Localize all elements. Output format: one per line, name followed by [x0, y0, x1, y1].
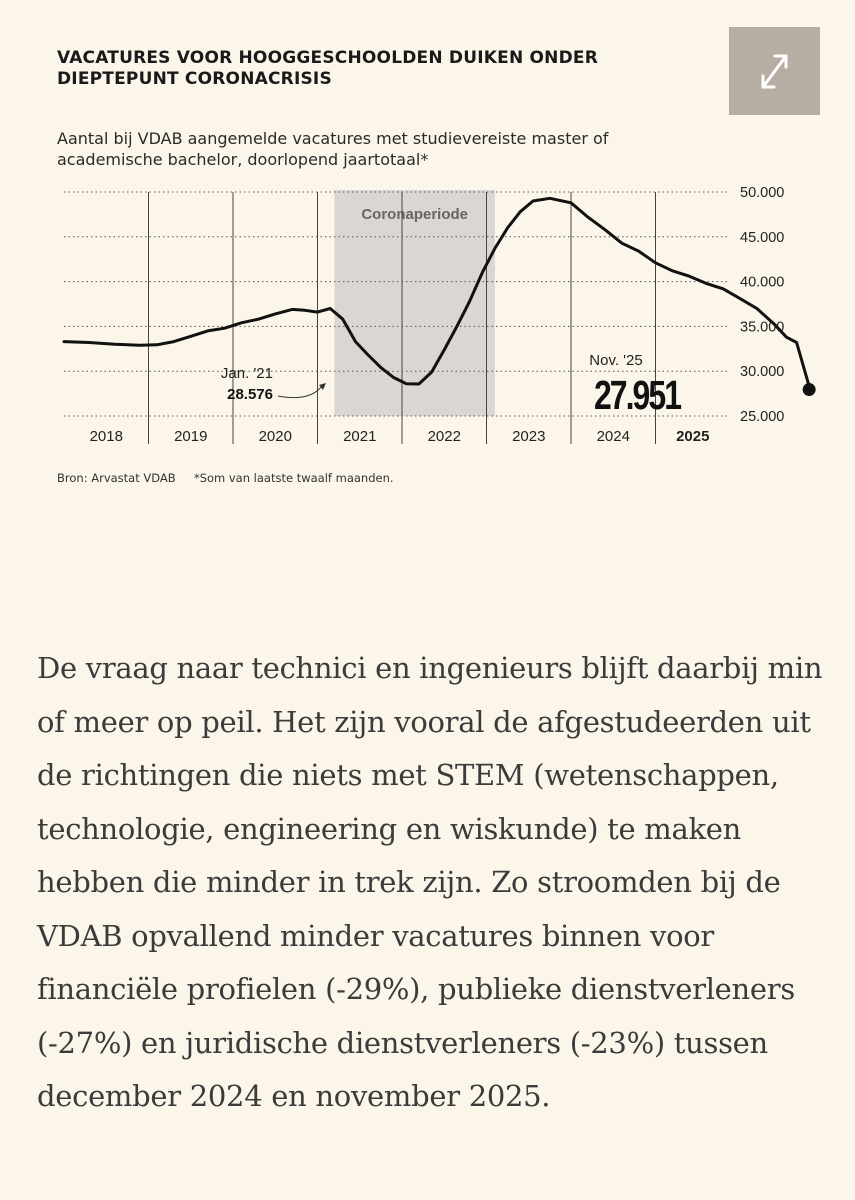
y-tick-label: 40.000 — [740, 275, 784, 291]
chart-title: VACATURES VOOR HOOGGESCHOOLDEN DUIKEN ON… — [57, 48, 598, 89]
min-annotation-arrowhead — [319, 382, 326, 390]
expand-arrows-icon — [761, 54, 788, 89]
x-tick-label: 2018 — [90, 428, 123, 445]
min-annotation-arrow — [277, 385, 323, 399]
end-annotation-value: 27.951 — [594, 372, 682, 418]
min-annotation-value: 28.576 — [227, 386, 273, 403]
chart-subtitle: Aantal bij VDAB aangemelde vacatures met… — [57, 129, 609, 169]
x-tick-label: 2024 — [597, 428, 630, 445]
expand-button[interactable] — [729, 27, 820, 115]
line-chart: Coronaperiode50.00045.00040.00035.00030.… — [62, 185, 816, 445]
x-tick-label: 2022 — [428, 428, 461, 445]
x-tick-label: 2025 — [676, 428, 709, 445]
end-annotation-label: Nov. '25 — [589, 352, 642, 369]
x-tick-label: 2023 — [512, 428, 545, 445]
y-tick-label: 50.000 — [740, 185, 784, 201]
min-annotation-label: Jan. '21 — [221, 365, 273, 382]
footnote-text: *Som van laatste twaalf maanden. — [193, 471, 394, 485]
y-tick-label: 30.000 — [740, 364, 784, 380]
x-tick-label: 2020 — [259, 428, 292, 445]
series-line — [62, 196, 812, 392]
x-tick-label: 2021 — [343, 428, 376, 445]
y-tick-label: 45.000 — [740, 230, 784, 246]
y-tick-label: 25.000 — [740, 409, 784, 425]
source-text: Bron: Arvastat VDAB — [57, 471, 176, 485]
shade-label: Coronaperiode — [361, 206, 468, 223]
article-paragraph: De vraag naar technici en ingenieurs bli… — [37, 651, 823, 1113]
chart-block: VACATURES VOOR HOOGGESCHOOLDEN DUIKEN ON… — [0, 0, 855, 520]
corona-shade — [334, 190, 495, 416]
x-tick-label: 2019 — [174, 428, 207, 445]
chart-source: Bron: Arvastat VDAB *Som van laatste twa… — [57, 471, 757, 485]
end-point-marker — [802, 383, 816, 397]
